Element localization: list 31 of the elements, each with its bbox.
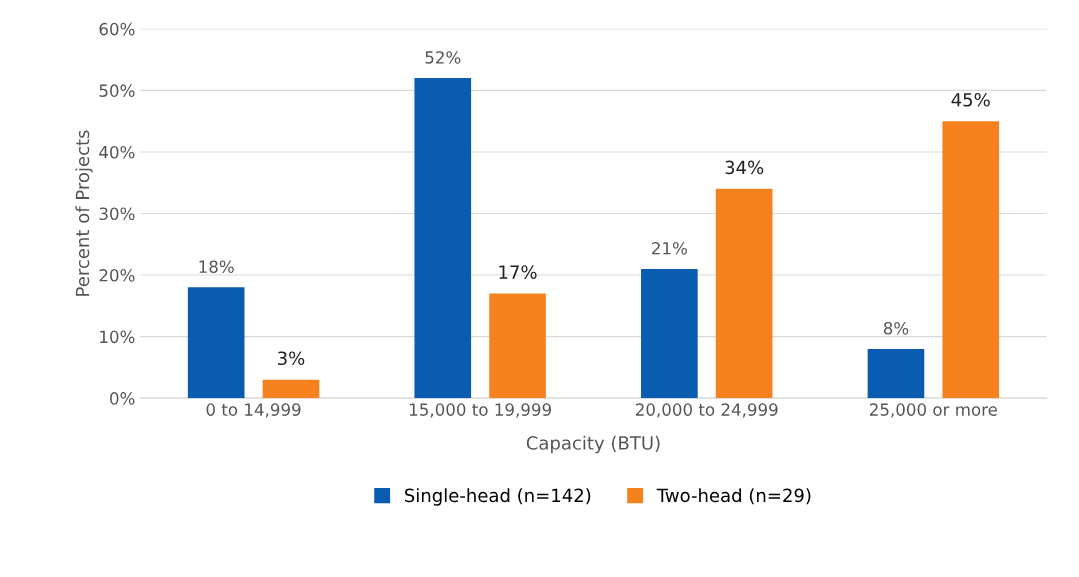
data-label: 34%: [725, 160, 764, 175]
data-label: 8%: [883, 321, 909, 335]
bar: [489, 293, 546, 399]
bar: [187, 287, 245, 399]
data-label: 17%: [499, 265, 537, 279]
bar: [715, 188, 773, 399]
data-label: 45%: [951, 92, 990, 107]
y-tick-label: 10%: [100, 330, 135, 344]
y-axis-title: Percent of Projects: [75, 130, 93, 296]
y-tick-label: 0%: [110, 392, 135, 405]
x-tick-label: 25,000 or more: [869, 403, 998, 418]
y-tick-label: 60%: [99, 22, 135, 36]
y-tick-label: 50%: [99, 84, 135, 97]
data-label: 52%: [425, 51, 461, 64]
bar: [942, 121, 1000, 399]
y-tick-label: 20%: [99, 269, 135, 282]
legend-label: Two-head (n=29): [656, 488, 811, 505]
bar: [641, 268, 698, 399]
x-tick-label: 15,000 to 19,999: [410, 403, 551, 418]
legend-label: Single-head (n=142): [405, 488, 591, 506]
data-label: 21%: [652, 241, 687, 255]
bar: [262, 379, 320, 399]
data-label: 3%: [278, 351, 305, 366]
data-label: 18%: [199, 260, 234, 274]
bar: [867, 348, 925, 399]
y-tick-label: 30%: [99, 207, 135, 221]
x-tick-label: 20,000 to 24,999: [635, 403, 778, 418]
y-tick-label: 40%: [99, 145, 135, 159]
bar: [414, 78, 472, 399]
x-tick-label: 0 to 14,999: [206, 403, 301, 418]
x-axis-title: Capacity (BTU): [526, 435, 660, 454]
